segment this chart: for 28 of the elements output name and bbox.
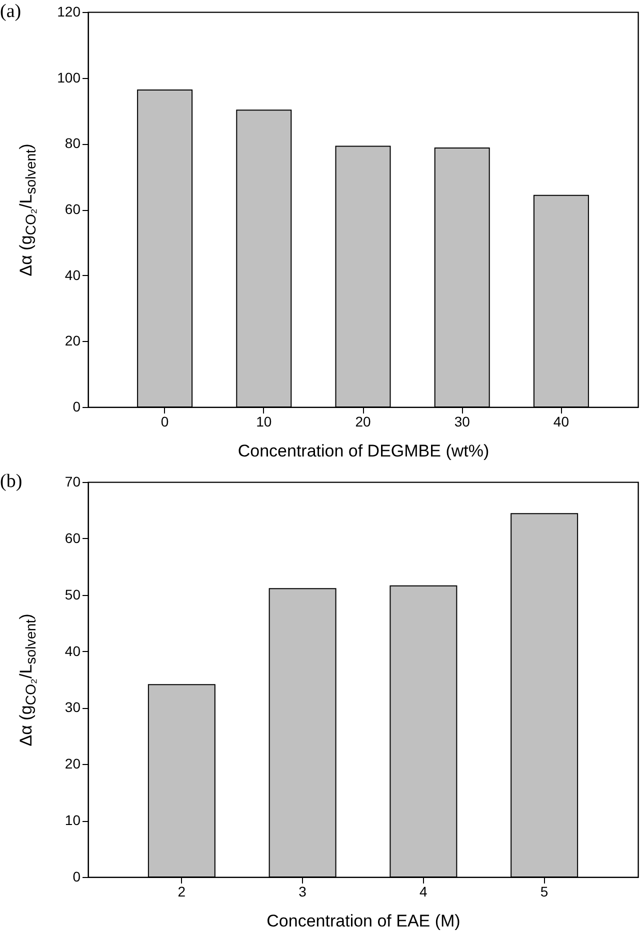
x-tick-label: 5 (540, 884, 548, 900)
x-tick-label: 0 (160, 414, 169, 430)
y-tick-label: 120 (57, 4, 81, 20)
y-tick-label: 60 (64, 530, 81, 546)
y-tick-label: 0 (72, 398, 81, 414)
y-tick-label: 100 (57, 69, 81, 86)
y-tick-label: 20 (64, 332, 81, 349)
x-tick-label: 10 (256, 414, 272, 430)
y-tick-label: 40 (64, 642, 81, 659)
x-tick-label: 20 (355, 414, 371, 430)
y-tick-label: 30 (64, 699, 81, 716)
x-tick-label: 4 (420, 884, 428, 900)
x-axis-title: Concentration of DEGMBE (wt%) (238, 442, 490, 460)
y-tick-label: 20 (64, 756, 81, 772)
x-tick-label: 40 (553, 414, 570, 430)
y-tick-label: 40 (64, 266, 81, 283)
y-tick-label: 70 (64, 474, 81, 490)
x-tick-label: 30 (454, 414, 470, 430)
chart-title: (b) (0, 471, 22, 492)
y-tick-label: 50 (64, 586, 81, 602)
x-tick-label: 2 (178, 884, 186, 900)
y-tick-label: 80 (64, 135, 81, 152)
x-axis-title: Concentration of EAE (M) (266, 912, 460, 930)
y-tick-label: 0 (72, 868, 81, 884)
chart-title: (a) (0, 1, 22, 22)
y-tick-label: 60 (64, 201, 81, 217)
x-tick-label: 3 (298, 884, 307, 900)
y-tick-label: 10 (64, 812, 81, 828)
